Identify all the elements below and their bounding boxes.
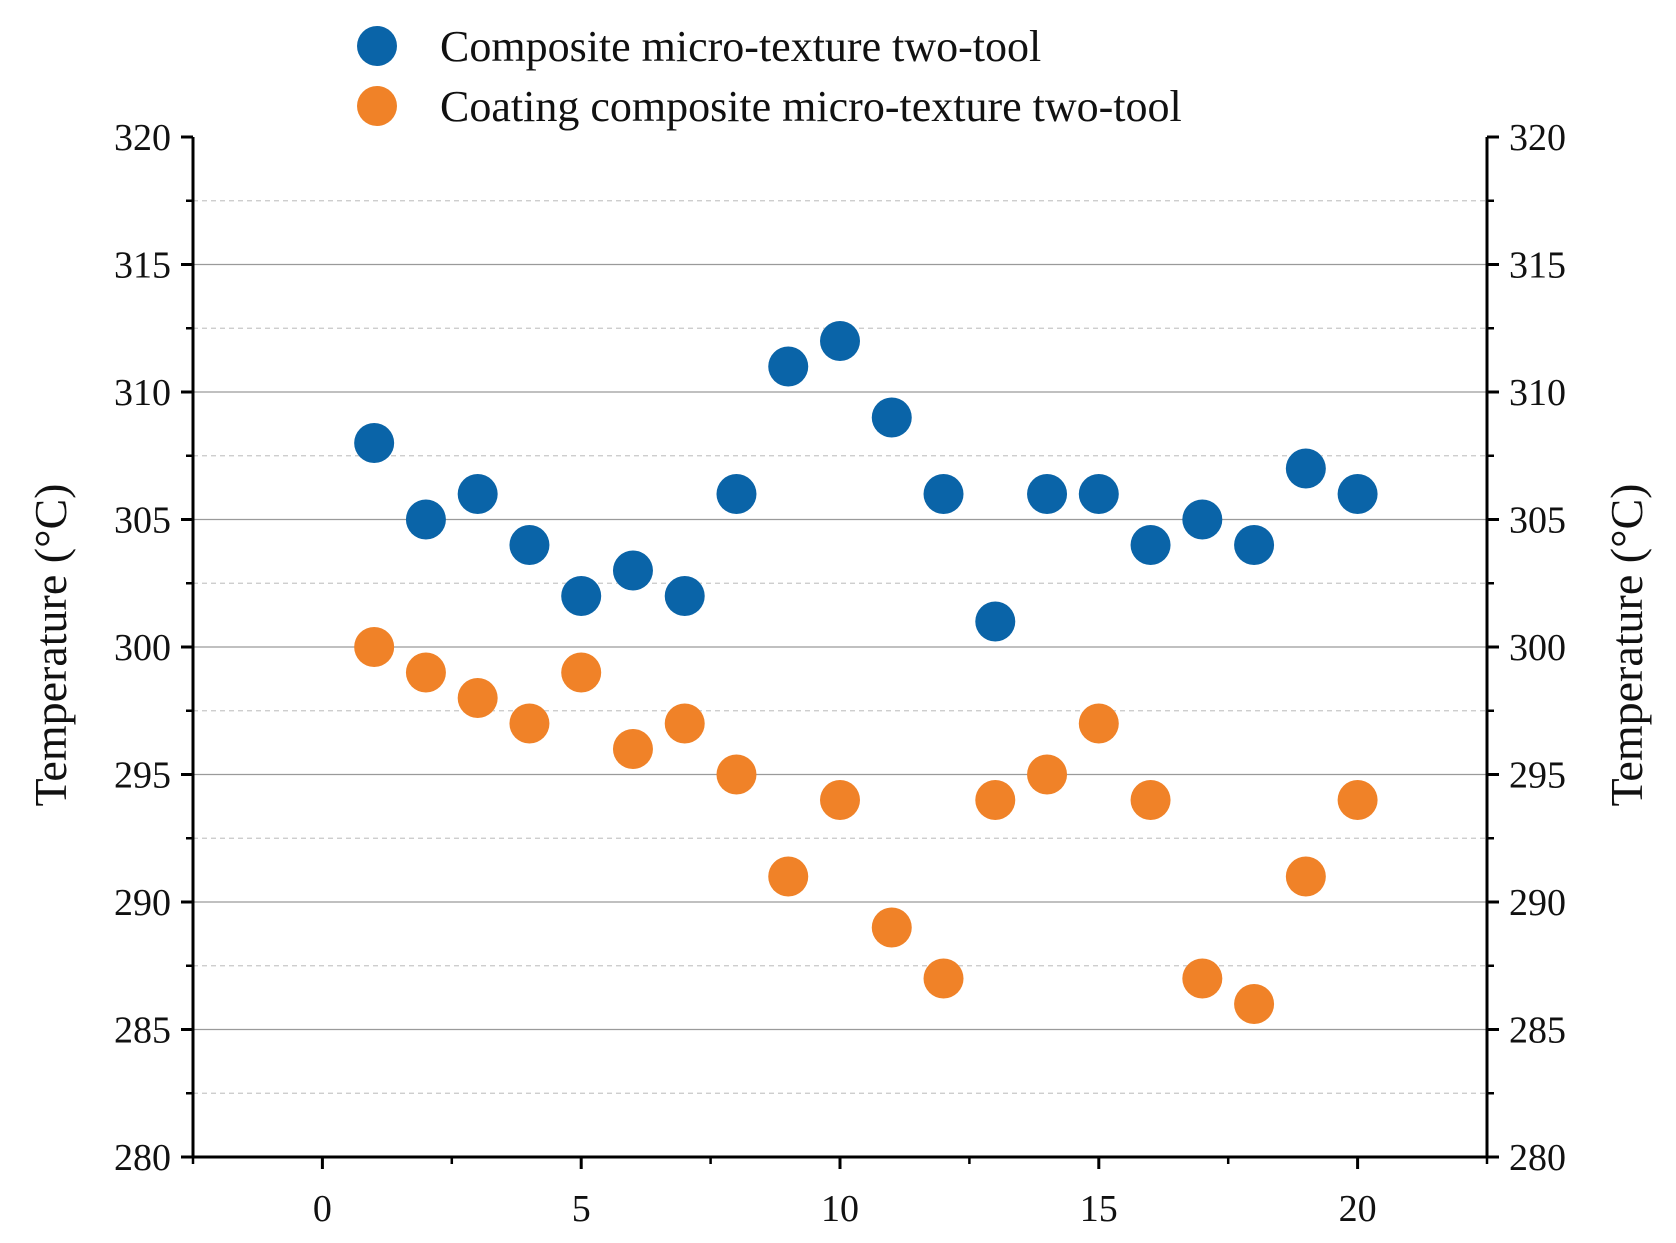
data-point-series-2 xyxy=(716,754,757,795)
y-tick-label-left: 300 xyxy=(114,627,171,669)
legend-label-series-2: Coating composite micro-texture two-tool xyxy=(440,82,1182,131)
y-tick-label-left: 305 xyxy=(114,500,171,542)
data-point-series-1 xyxy=(716,474,757,514)
data-point-series-1 xyxy=(561,576,602,616)
y-tick-label-right: 290 xyxy=(1509,882,1566,924)
data-point-series-2 xyxy=(768,856,809,897)
legend: Composite micro-texture two-tool Coating… xyxy=(357,22,1182,131)
data-point-series-1 xyxy=(509,525,550,565)
x-tick-label: 15 xyxy=(1080,1188,1118,1230)
data-point-series-2 xyxy=(820,780,860,820)
data-point-series-2 xyxy=(1182,958,1223,999)
y-tick-label-left: 320 xyxy=(114,117,171,159)
data-point-series-1 xyxy=(405,499,446,540)
tick-labels: 280 280 285 285 290 290 295 295 300 300 305 305 310 3… xyxy=(114,117,1566,1230)
data-point-series-1 xyxy=(820,321,860,361)
data-point-series-1 xyxy=(1027,474,1068,514)
y-axis-title-right: Temperature (°C) xyxy=(1601,484,1652,807)
legend-marker-series-2 xyxy=(357,86,397,126)
y-tick-label-left: 315 xyxy=(114,245,171,287)
y-tick-label-right: 300 xyxy=(1509,627,1566,669)
data-point-series-2 xyxy=(664,703,705,744)
legend-label-series-1: Composite micro-texture two-tool xyxy=(440,22,1041,71)
data-point-series-2 xyxy=(1027,754,1068,795)
data-point-series-2 xyxy=(457,678,498,718)
x-tick-label: 5 xyxy=(572,1188,591,1230)
y-tick-label-left: 290 xyxy=(114,882,171,924)
data-points xyxy=(354,321,1378,1024)
y-tick-label-right: 315 xyxy=(1509,245,1566,287)
data-point-series-2 xyxy=(405,652,446,693)
y-tick-label-right: 310 xyxy=(1509,372,1566,414)
data-point-series-1 xyxy=(612,550,653,591)
y-tick-label-right: 305 xyxy=(1509,500,1566,542)
y-tick-label-right: 320 xyxy=(1509,117,1566,159)
data-point-series-2 xyxy=(1337,780,1378,820)
data-point-series-2 xyxy=(354,627,395,667)
ticks xyxy=(181,135,1499,1169)
data-point-series-2 xyxy=(561,652,602,693)
x-tick-label: 10 xyxy=(821,1188,859,1230)
data-point-series-1 xyxy=(1130,525,1171,565)
data-point-series-1 xyxy=(1337,474,1378,514)
data-point-series-2 xyxy=(1234,984,1275,1024)
data-point-series-2 xyxy=(871,907,912,948)
data-point-series-1 xyxy=(871,397,912,438)
data-point-series-1 xyxy=(768,346,809,387)
data-point-series-2 xyxy=(1078,703,1119,744)
data-point-series-1 xyxy=(354,423,395,463)
data-point-series-1 xyxy=(664,576,705,616)
data-point-series-1 xyxy=(457,474,498,514)
y-tick-label-right: 295 xyxy=(1509,755,1566,797)
y-tick-label-right: 280 xyxy=(1509,1137,1566,1179)
data-point-series-2 xyxy=(1285,856,1326,897)
y-axis-title-left: Temperature (°C) xyxy=(25,484,76,807)
data-point-series-1 xyxy=(1285,448,1326,489)
y-tick-label-left: 280 xyxy=(114,1137,171,1179)
data-point-series-2 xyxy=(975,780,1016,820)
y-tick-label-left: 285 xyxy=(114,1010,171,1052)
y-tick-label-right: 285 xyxy=(1509,1010,1566,1052)
data-point-series-1 xyxy=(1182,499,1223,540)
data-point-series-2 xyxy=(509,703,550,744)
data-point-series-2 xyxy=(923,958,964,999)
data-point-series-1 xyxy=(1078,474,1119,514)
data-point-series-1 xyxy=(1234,525,1275,565)
y-tick-label-left: 295 xyxy=(114,755,171,797)
data-point-series-1 xyxy=(975,601,1016,642)
legend-marker-series-1 xyxy=(357,26,397,66)
data-point-series-2 xyxy=(612,729,653,769)
data-point-series-2 xyxy=(1130,780,1171,820)
x-tick-label: 0 xyxy=(313,1188,332,1230)
x-tick-label: 20 xyxy=(1339,1188,1377,1230)
y-tick-label-left: 310 xyxy=(114,372,171,414)
data-point-series-1 xyxy=(923,474,964,514)
